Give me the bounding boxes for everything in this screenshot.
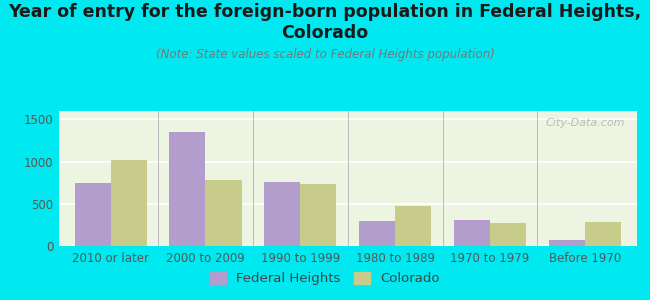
Bar [454, 220, 490, 246]
Bar [170, 132, 205, 246]
Bar [300, 184, 336, 246]
Bar [75, 183, 110, 246]
Bar [549, 240, 585, 246]
Bar [395, 206, 431, 246]
Bar [111, 160, 147, 246]
Bar [359, 221, 395, 246]
Legend: Federal Heights, Colorado: Federal Heights, Colorado [205, 266, 445, 290]
Text: City-Data.com: City-Data.com [546, 118, 625, 128]
Bar [490, 223, 526, 246]
Bar [205, 180, 242, 246]
Text: Year of entry for the foreign-born population in Federal Heights,: Year of entry for the foreign-born popul… [8, 3, 642, 21]
Text: Colorado: Colorado [281, 24, 369, 42]
Bar [585, 222, 621, 246]
Text: (Note: State values scaled to Federal Heights population): (Note: State values scaled to Federal He… [155, 48, 495, 61]
Bar [265, 182, 300, 246]
